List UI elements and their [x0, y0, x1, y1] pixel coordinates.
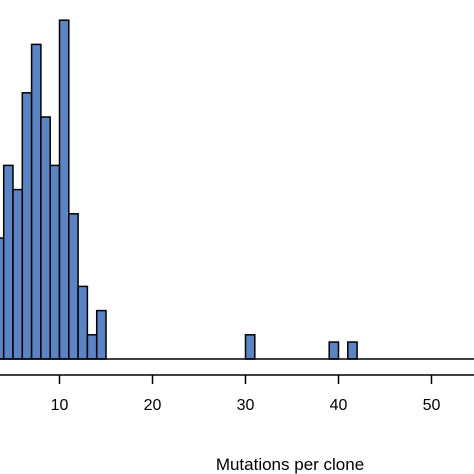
x-axis-label: Mutations per clone: [216, 455, 364, 474]
histogram-bar: [21, 92, 33, 360]
histogram-bar: [30, 43, 42, 360]
histogram-bar: [77, 285, 89, 360]
histogram-bar: [328, 341, 340, 360]
histogram-bars: [0, 19, 474, 360]
x-tick-label: 20: [144, 397, 162, 414]
histogram-bar: [86, 334, 98, 360]
histogram-bar: [347, 341, 358, 360]
histogram-bar: [40, 116, 51, 360]
histogram-bar: [68, 213, 79, 360]
histogram-bar: [12, 188, 24, 360]
x-axis: 10 20 30 40 50: [0, 374, 474, 414]
histogram-bar: [244, 334, 256, 360]
x-tick-label: 50: [423, 397, 441, 414]
histogram-bar: [2, 164, 14, 360]
histogram-bar: [95, 309, 107, 360]
histogram-bar: [49, 164, 61, 360]
x-tick-label: 40: [330, 397, 348, 414]
histogram-bar: [58, 19, 70, 360]
x-tick-label: 10: [51, 397, 69, 414]
x-tick-label: 30: [237, 397, 255, 414]
